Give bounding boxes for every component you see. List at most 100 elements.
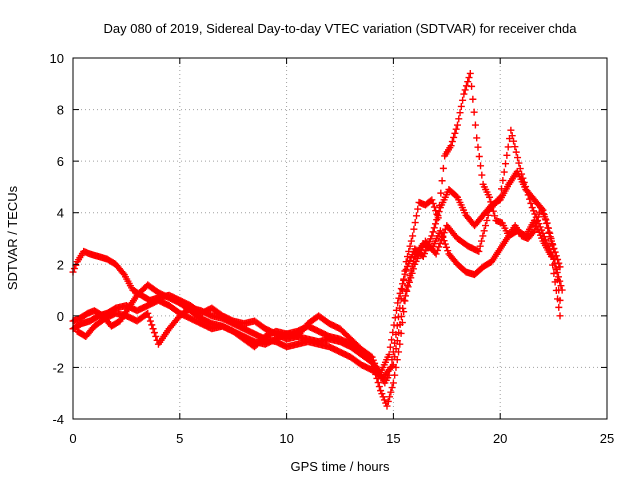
data-point-interp [390, 321, 398, 329]
data-point-interp [541, 215, 549, 223]
data-point-interp [477, 162, 485, 170]
data-point-interp [440, 229, 448, 237]
chart-title: Day 080 of 2019, Sidereal Day-to-day VTE… [103, 21, 577, 36]
y-tick-label: 8 [57, 103, 64, 118]
data-point-interp [391, 371, 399, 379]
data-point-interp [538, 205, 546, 213]
data-point [466, 69, 474, 77]
data-point-interp [471, 121, 479, 129]
data-point-interp [502, 160, 510, 168]
data-point-interp [484, 211, 492, 219]
data-point-interp [407, 274, 415, 282]
data-point [428, 196, 436, 204]
data-point-interp [532, 213, 540, 221]
data-point-interp [478, 171, 486, 179]
data-point [436, 227, 444, 235]
data-point [389, 361, 397, 369]
data-point-interp [516, 165, 524, 173]
data-point [447, 142, 455, 150]
data-point-interp [546, 245, 554, 253]
data-point-interp [556, 277, 564, 285]
data-point-interp [464, 78, 472, 86]
data-point-interp [546, 233, 554, 241]
data-point-interp [498, 185, 506, 193]
data-point-interp [545, 228, 553, 236]
data-point-interp [555, 303, 563, 311]
data-point-interp [406, 242, 414, 250]
data-points [69, 69, 566, 410]
data-point-interp [437, 189, 445, 197]
data-point-interp [549, 241, 557, 249]
data-point-interp [438, 177, 446, 185]
data-point-interp [399, 280, 407, 288]
data-point-interp [149, 325, 157, 333]
data-point-interp [499, 176, 507, 184]
data-point-interp [482, 222, 490, 230]
data-point [453, 121, 461, 129]
axis-ticks: 0 5 10 15 20 25 -4 -2 0 2 4 6 8 10 [50, 51, 615, 446]
data-point-interp [522, 183, 530, 191]
data-point-interp [474, 143, 482, 151]
data-point-interp [386, 393, 394, 401]
data-point-interp [551, 260, 559, 268]
data-point [475, 247, 483, 255]
data-point-interp [388, 384, 396, 392]
data-point-interp [400, 308, 408, 316]
grid-lines [73, 58, 607, 419]
y-tick-label: 6 [57, 154, 64, 169]
data-point-interp [553, 268, 561, 276]
y-axis-label: SDTVAR / TECUs [5, 185, 20, 290]
data-point [547, 237, 555, 245]
data-point-interp [152, 332, 160, 340]
data-point-interp [429, 199, 437, 207]
data-point-interp [520, 178, 528, 186]
x-tick-label: 5 [176, 431, 183, 446]
y-tick-label: 4 [57, 206, 64, 221]
data-point-interp [554, 273, 562, 281]
x-tick-label: 10 [279, 431, 293, 446]
data-point-interp [387, 388, 395, 396]
data-point [389, 379, 397, 387]
data-point-interp [444, 247, 452, 255]
data-point-interp [495, 195, 503, 203]
data-point-interp [148, 321, 156, 329]
data-point-interp [511, 143, 519, 151]
data-point-interp [543, 239, 551, 247]
data-point-interp [543, 219, 551, 227]
data-point-interp [551, 278, 559, 286]
data-point-interp [430, 224, 438, 232]
data-point [530, 227, 538, 235]
data-point [394, 299, 402, 307]
data-point-interp [540, 211, 548, 219]
data-point-interp [468, 82, 476, 90]
data-point-interp [530, 207, 538, 215]
data-point-interp [386, 343, 394, 351]
data-point-interp [550, 244, 558, 252]
data-point-interp [408, 269, 416, 277]
data-point [144, 309, 152, 317]
data-point-interp [435, 208, 443, 216]
data-point-interp [529, 228, 537, 236]
data-point [486, 193, 494, 201]
data-point-interp [407, 237, 415, 245]
data-point [377, 387, 385, 395]
data-point [432, 250, 440, 258]
data-point-interp [433, 246, 441, 254]
y-tick-label: 0 [57, 309, 64, 324]
data-point-interp [457, 102, 465, 110]
data-point-interp [389, 328, 397, 336]
data-point-interp [380, 396, 388, 404]
data-point [396, 340, 404, 348]
data-point-interp [479, 232, 487, 240]
data-point-interp [396, 321, 404, 329]
data-point-interp [400, 275, 408, 283]
data-point-interp [436, 239, 444, 247]
data-point-interp [432, 220, 440, 228]
data-point [400, 296, 408, 304]
data-point [496, 193, 504, 201]
data-point-interp [395, 329, 403, 337]
data-point [539, 229, 547, 237]
data-point-interp [412, 212, 420, 220]
data-point-interp [461, 86, 469, 94]
x-tick-label: 25 [600, 431, 614, 446]
